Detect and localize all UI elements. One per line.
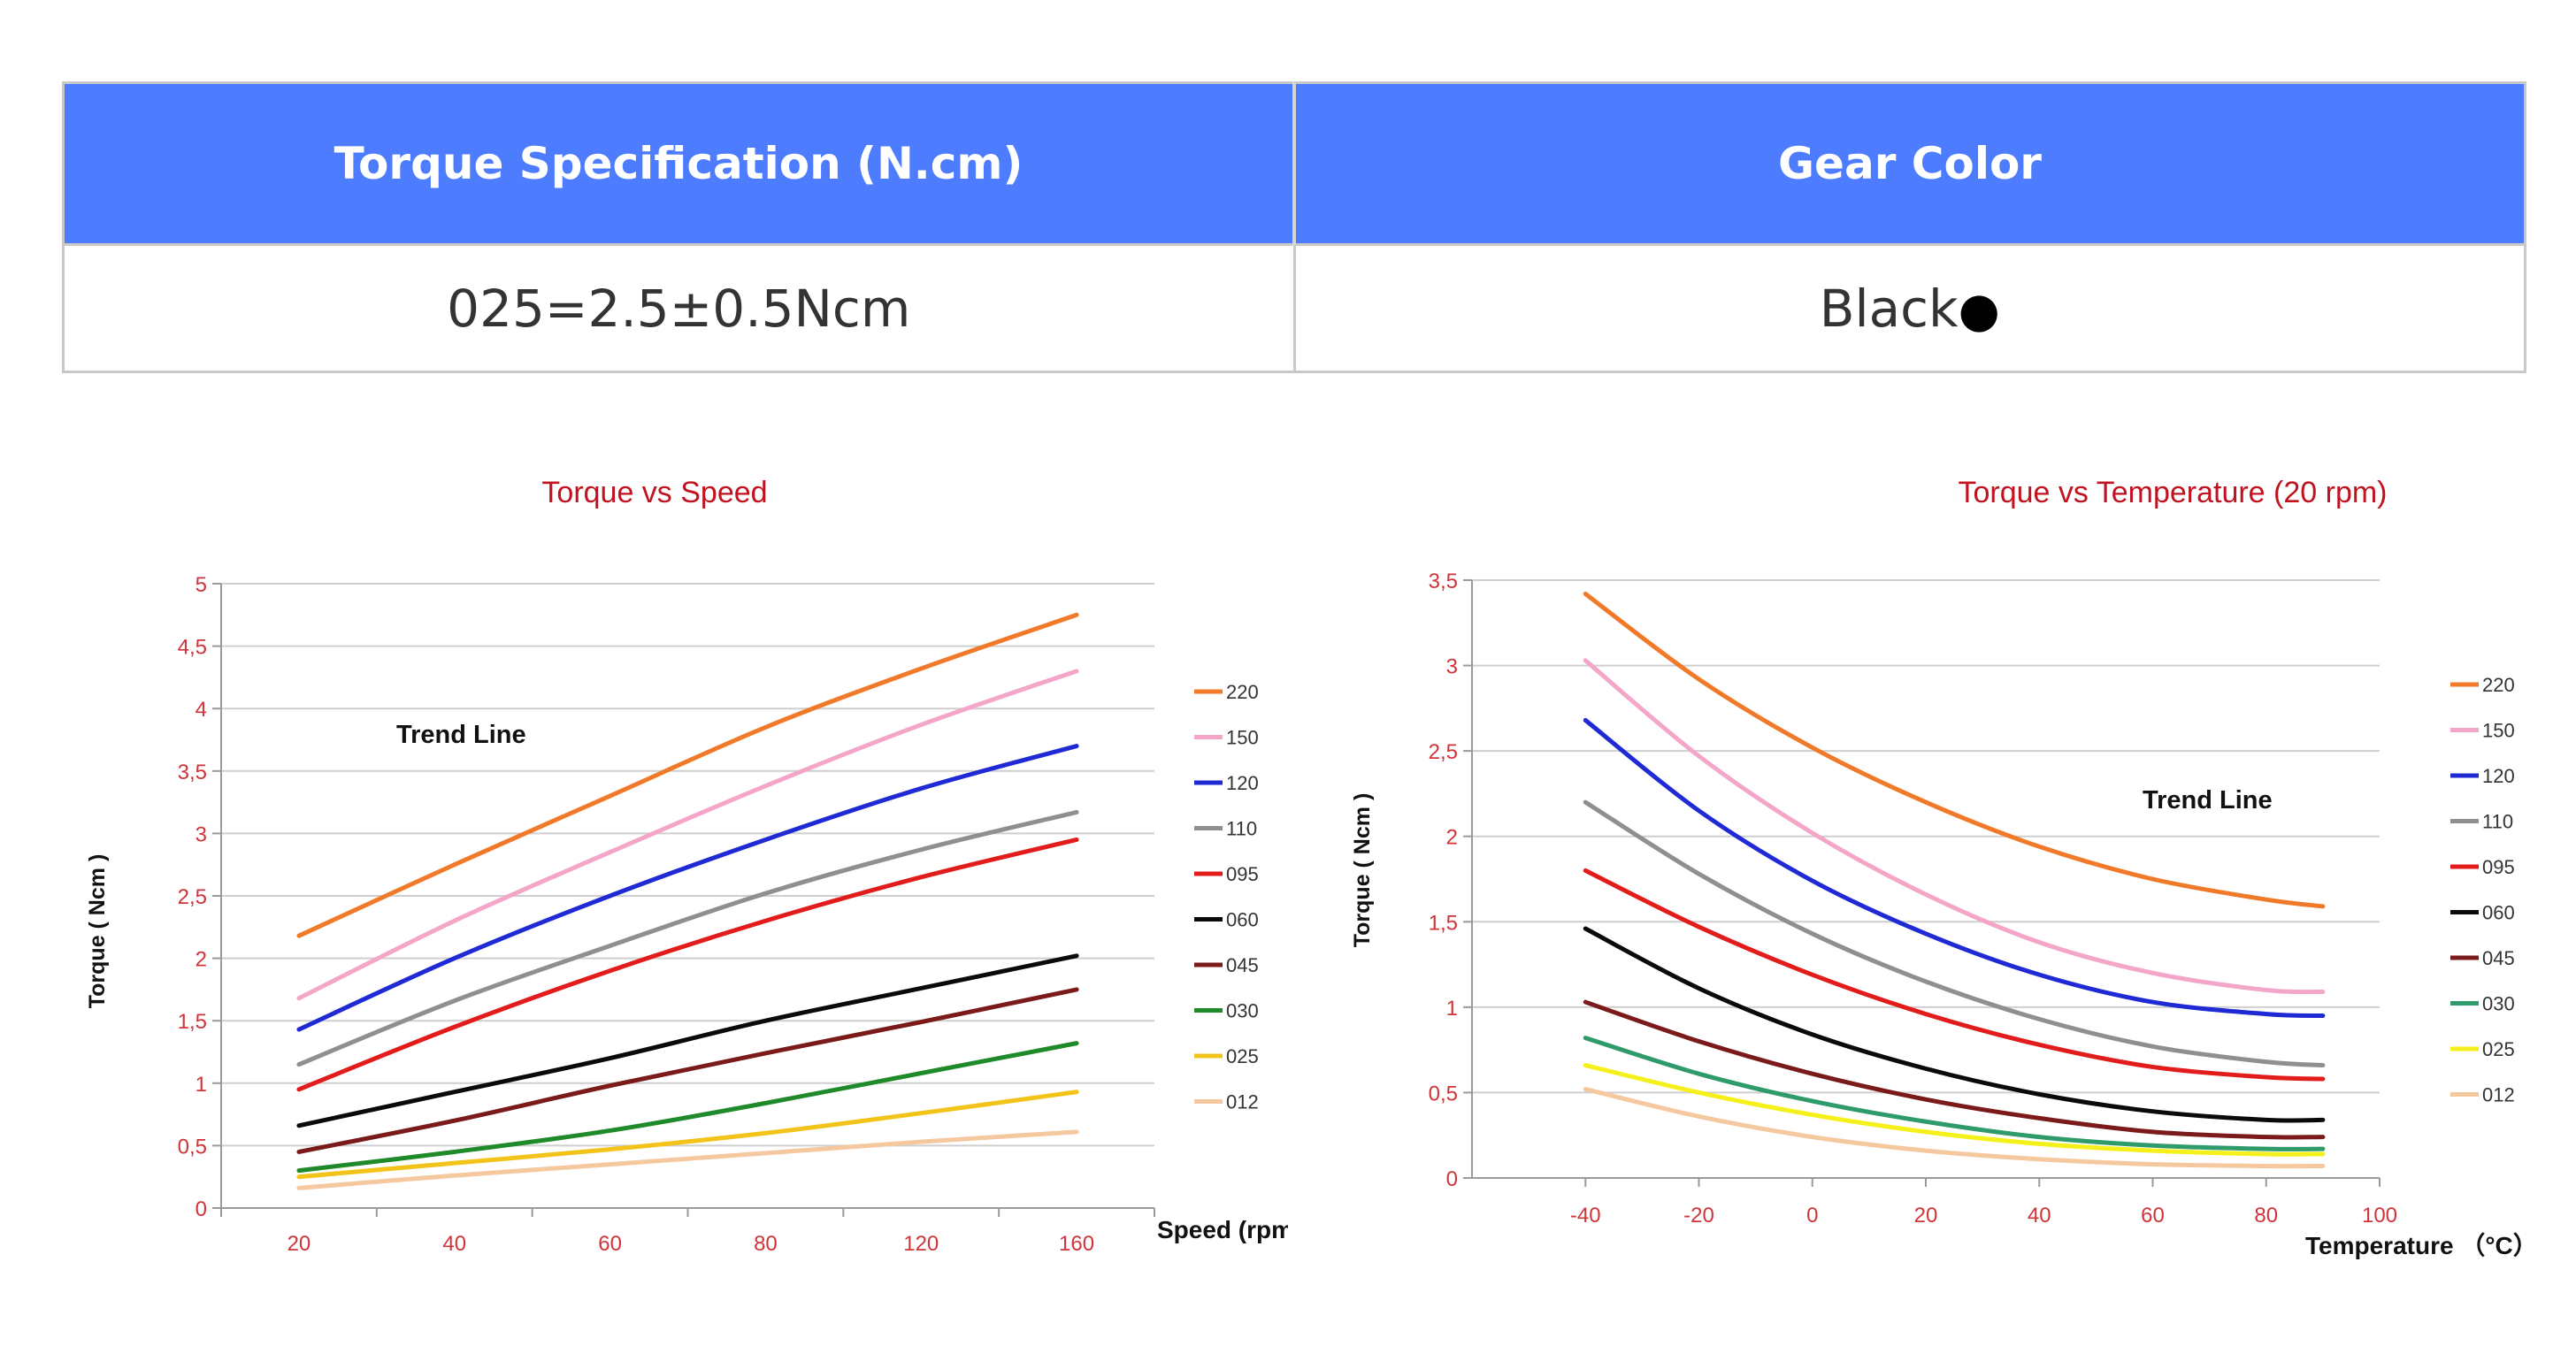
chart-torque-vs-temperature: Torque vs Temperature (20 rpm)00,511,522… — [1350, 476, 2538, 1259]
y-tick-label: 4,5 — [178, 636, 207, 660]
legend-label: 025 — [1226, 1045, 1259, 1067]
series-line-120 — [1583, 717, 2326, 1019]
y-tick-label: 3,5 — [1429, 570, 1458, 593]
x-tick-label: 80 — [2254, 1204, 2278, 1228]
series-line-025 — [296, 1090, 1079, 1180]
legend-label: 045 — [1226, 954, 1259, 976]
x-tick-label: 160 — [1059, 1232, 1094, 1256]
y-tick-label: 2 — [1446, 826, 1458, 850]
series-line-220 — [1583, 591, 2326, 909]
chart-title: Torque vs Temperature (20 rpm) — [1958, 476, 2387, 509]
y-tick-label: 5 — [196, 573, 207, 597]
y-tick-label: 0 — [196, 1197, 207, 1221]
table-row: 025=2.5±0.5Ncm Black● — [62, 243, 2526, 373]
legend-label: 060 — [1226, 909, 1259, 931]
header-torque-spec: Torque Specification (N.cm) — [62, 81, 1296, 246]
series-line-150 — [1583, 658, 2326, 995]
legend-label: 095 — [2482, 856, 2515, 878]
series-line-025 — [1583, 1063, 2326, 1157]
series-line-150 — [296, 669, 1079, 1001]
series-line-060 — [1583, 926, 2326, 1123]
legend-label: 220 — [1226, 681, 1259, 703]
legend-label: 012 — [1226, 1091, 1259, 1113]
x-tick-label: -20 — [1683, 1204, 1714, 1228]
series-line-012 — [1583, 1087, 2326, 1169]
legend-label: 150 — [1226, 727, 1259, 749]
chart-title: Torque vs Speed — [541, 476, 767, 509]
x-axis-label: Speed (rpm) — [1157, 1216, 1288, 1243]
series-line-095 — [296, 837, 1079, 1092]
x-tick-label: 80 — [754, 1232, 778, 1256]
x-axis-label: Temperature （°C） — [2305, 1231, 2538, 1259]
trend-line-annotation: Trend Line — [2143, 786, 2273, 815]
series-line-030 — [1583, 1036, 2326, 1151]
x-tick-label: 20 — [1914, 1204, 1938, 1228]
x-tick-label: 100 — [2362, 1204, 2397, 1228]
y-tick-label: 0,5 — [1429, 1082, 1458, 1105]
series-line-045 — [1583, 999, 2326, 1140]
table-header-row: Torque Specification (N.cm) Gear Color — [62, 81, 2526, 246]
series-line-110 — [1583, 799, 2326, 1068]
legend-label: 110 — [2482, 811, 2513, 833]
legend-label: 030 — [1226, 1000, 1259, 1022]
legend-label: 025 — [2482, 1038, 2515, 1060]
x-tick-label: 40 — [2028, 1204, 2051, 1228]
y-tick-label: 3 — [196, 822, 207, 846]
series-line-030 — [296, 1041, 1079, 1174]
y-tick-label: 3 — [1446, 655, 1458, 679]
series-line-120 — [296, 744, 1079, 1032]
cell-torque-value: 025=2.5±0.5Ncm — [62, 243, 1296, 373]
y-tick-label: 0,5 — [178, 1135, 207, 1159]
y-tick-label: 4 — [196, 698, 207, 722]
legend-label: 120 — [2482, 765, 2515, 787]
chart-torque-vs-speed: Torque vs Speed 0 0,5 1 1,5 2 2,5 3 3,5 4 4,5 5 20 40… — [85, 476, 1288, 1256]
x-tick-label: 60 — [2141, 1204, 2165, 1228]
x-tick-label: 0 — [1806, 1204, 1818, 1228]
trend-line-annotation: Trend Line — [396, 721, 526, 749]
y-tick-label: 1,5 — [1429, 911, 1458, 935]
legend-label: 045 — [2482, 947, 2515, 969]
legend-label: 110 — [1226, 818, 1257, 840]
y-tick-label: 0 — [1446, 1167, 1458, 1191]
x-tick-label: 60 — [598, 1232, 622, 1256]
series-line-095 — [1583, 868, 2326, 1082]
y-tick-label: 1 — [196, 1073, 207, 1097]
y-tick-label: 2,5 — [178, 885, 207, 909]
spec-table: Torque Specification (N.cm) Gear Color 0… — [62, 81, 2526, 373]
y-tick-label: 2,5 — [1429, 740, 1458, 764]
cell-gear-color: Black● — [1292, 243, 2526, 373]
y-tick-label: 2 — [196, 948, 207, 972]
y-tick-label: 1 — [1446, 997, 1458, 1021]
series-line-045 — [296, 987, 1079, 1154]
x-tick-label: 120 — [903, 1232, 939, 1256]
gear-color-text: Black — [1819, 278, 1959, 339]
y-axis-label: Torque ( Ncm ) — [1350, 793, 1375, 948]
legend-label: 220 — [2482, 674, 2515, 696]
legend-label: 060 — [2482, 902, 2515, 924]
legend-label: 030 — [2482, 993, 2515, 1015]
x-tick-label: -40 — [1570, 1204, 1601, 1228]
black-dot-icon: ● — [1958, 281, 2000, 338]
series-line-060 — [296, 953, 1079, 1128]
series-line-110 — [296, 809, 1079, 1067]
legend-label: 150 — [2482, 720, 2515, 742]
y-tick-label: 3,5 — [178, 761, 207, 784]
x-tick-label: 20 — [288, 1232, 311, 1256]
legend-label: 012 — [2482, 1084, 2515, 1106]
header-gear-color: Gear Color — [1292, 81, 2526, 246]
x-tick-label: 40 — [442, 1232, 466, 1256]
legend-label: 120 — [1226, 772, 1259, 794]
series-line-012 — [296, 1129, 1079, 1190]
legend-label: 095 — [1226, 863, 1259, 885]
y-axis-label: Torque ( Ncm ) — [85, 854, 110, 1009]
series-line-220 — [296, 612, 1079, 938]
y-tick-label: 1,5 — [178, 1010, 207, 1034]
